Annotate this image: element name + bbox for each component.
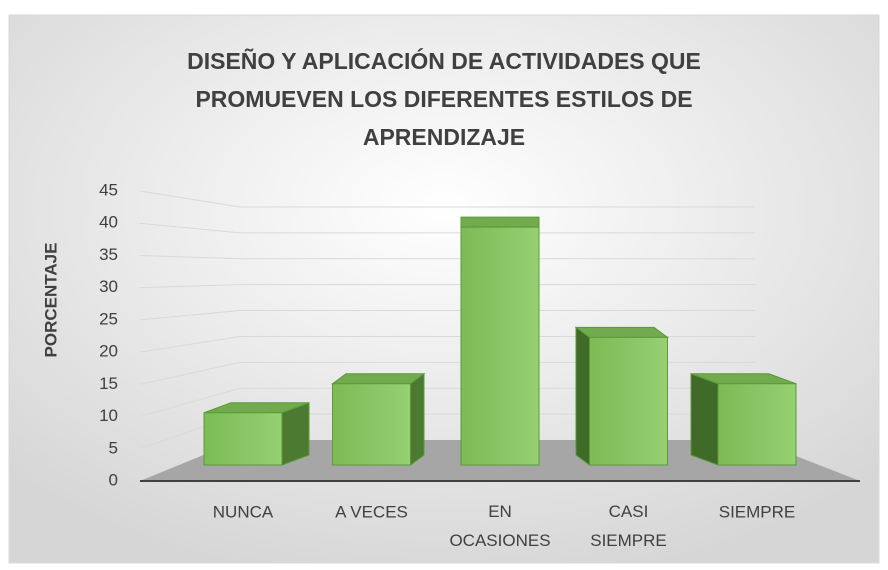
grid-line bbox=[139, 222, 755, 234]
grid-line bbox=[139, 190, 755, 208]
bar-face bbox=[203, 412, 283, 466]
y-tick-label: 5 bbox=[109, 438, 118, 457]
bar-face bbox=[330, 373, 426, 385]
bar-face bbox=[460, 226, 540, 466]
bar-face bbox=[460, 216, 540, 228]
x-tick-label: NUNCA bbox=[213, 502, 274, 521]
bar-face bbox=[589, 336, 668, 466]
bar-face bbox=[717, 383, 797, 466]
y-tick-label: 30 bbox=[99, 277, 118, 296]
bar bbox=[690, 373, 797, 466]
bar-face bbox=[690, 373, 719, 466]
bar-face bbox=[575, 326, 590, 466]
bar bbox=[574, 326, 670, 466]
y-axis-label: PORCENTAJE bbox=[41, 243, 60, 358]
y-tick-label: 10 bbox=[99, 406, 118, 425]
x-tick-label: SIEMPRE bbox=[719, 502, 796, 521]
y-tick-label: 20 bbox=[99, 342, 118, 361]
y-tick-label: 0 bbox=[109, 470, 118, 489]
y-tick-label: 25 bbox=[99, 309, 118, 328]
x-tick-label: A VECES bbox=[335, 502, 408, 521]
bar bbox=[460, 216, 540, 466]
x-tick-label: CASI SIEMPRE bbox=[590, 502, 667, 550]
y-tick-label: 45 bbox=[99, 180, 118, 199]
grid-line bbox=[139, 310, 755, 321]
grid-line bbox=[139, 254, 755, 260]
bar bbox=[330, 372, 426, 466]
grid-line bbox=[139, 284, 755, 289]
y-tick-label: 15 bbox=[99, 374, 118, 393]
y-tick-label: 35 bbox=[99, 245, 118, 264]
x-tick-label: EN OCASIONES bbox=[449, 502, 550, 550]
bar-face bbox=[332, 383, 411, 466]
bar-face bbox=[574, 326, 670, 338]
y-tick-label: 40 bbox=[99, 213, 118, 232]
bar bbox=[203, 402, 310, 466]
bar-face bbox=[410, 372, 425, 466]
bar-face bbox=[281, 402, 310, 466]
chart-title: DISEÑO Y APLICACIÓN DE ACTIVIDADES QUE P… bbox=[187, 48, 701, 150]
